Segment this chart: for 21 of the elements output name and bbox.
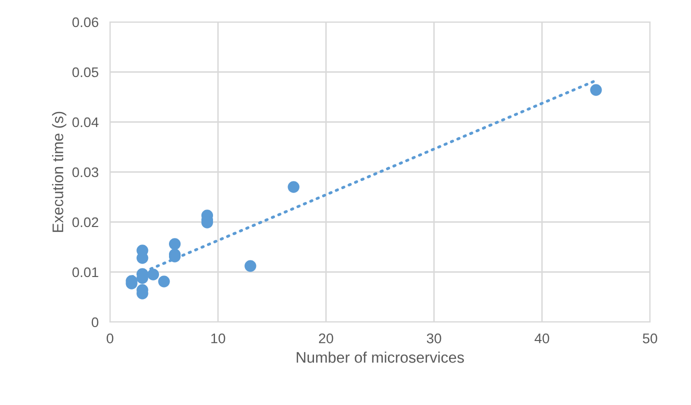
point — [147, 268, 160, 280]
point — [244, 260, 256, 272]
x-tick-label: 30 — [426, 333, 442, 344]
x-tick-label: 40 — [534, 333, 550, 344]
y-tick-label: 0.06 — [72, 17, 98, 28]
x-tick-label: 20 — [318, 333, 334, 344]
x-axis-title: Number of microservices — [296, 352, 464, 363]
y-tick-label: 0.03 — [72, 167, 98, 178]
x-tick-label: 0 — [106, 333, 114, 344]
x-tick-label: 50 — [642, 333, 658, 344]
y-tick-label: 0.01 — [72, 267, 98, 278]
y-axis-title: Execution time (s) — [52, 112, 66, 232]
point — [158, 276, 170, 288]
y-tick-label: 0.04 — [72, 117, 98, 128]
y-tick-label: 0.05 — [72, 67, 98, 78]
point — [590, 84, 602, 96]
point — [288, 181, 300, 193]
x-tick-label: 10 — [211, 333, 226, 344]
y-tick-label: 0.02 — [72, 217, 98, 228]
point — [168, 238, 181, 250]
y-tick-label: 0 — [92, 317, 98, 328]
